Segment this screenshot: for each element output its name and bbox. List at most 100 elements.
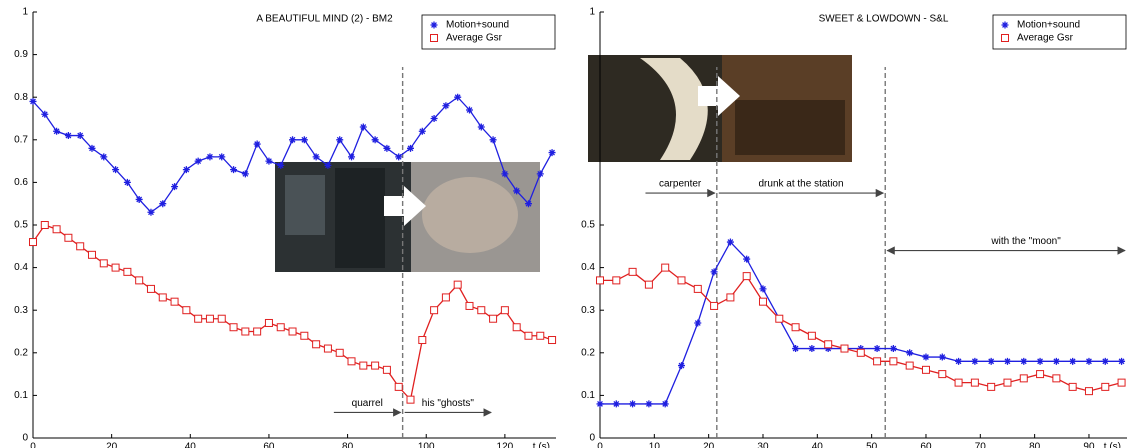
square-marker bbox=[182, 306, 191, 315]
square-marker bbox=[905, 361, 914, 370]
square-marker bbox=[1117, 378, 1126, 387]
y-tick-label: 0.7 bbox=[14, 134, 28, 145]
square-marker bbox=[628, 267, 637, 276]
star-marker bbox=[824, 345, 832, 353]
left-still-images bbox=[275, 162, 540, 272]
square-marker bbox=[1003, 378, 1012, 387]
legend-label: Motion+sound bbox=[1017, 20, 1080, 31]
square-marker bbox=[791, 323, 800, 332]
star-marker bbox=[112, 166, 120, 174]
star-marker bbox=[194, 157, 202, 165]
y-tick-label: 0.4 bbox=[581, 262, 595, 273]
star-marker bbox=[661, 400, 669, 408]
square-marker bbox=[394, 382, 403, 391]
legend-box bbox=[421, 14, 556, 50]
star-marker bbox=[300, 136, 308, 144]
annotation-label: quarrel bbox=[352, 398, 383, 409]
square-marker bbox=[1084, 387, 1093, 396]
x-tick-label: 20 bbox=[703, 442, 715, 448]
star-marker bbox=[371, 136, 379, 144]
star-marker bbox=[645, 400, 653, 408]
square-marker bbox=[335, 348, 344, 357]
star-marker bbox=[88, 144, 96, 152]
square-marker bbox=[1019, 374, 1028, 383]
y-tick-label: 0.2 bbox=[581, 347, 595, 358]
star-marker bbox=[277, 161, 285, 169]
square-marker bbox=[158, 293, 167, 302]
x-tick-label: 90 bbox=[1083, 442, 1095, 448]
x-tick-label: 20 bbox=[106, 442, 118, 448]
square-marker bbox=[406, 395, 415, 404]
star-marker bbox=[230, 166, 238, 174]
square-marker bbox=[938, 370, 947, 379]
square-marker bbox=[87, 250, 96, 259]
square-marker bbox=[276, 323, 285, 332]
star-marker bbox=[135, 195, 143, 203]
star-marker bbox=[64, 132, 72, 140]
legend-label: Average Gsr bbox=[446, 33, 503, 44]
square-marker bbox=[264, 318, 273, 327]
star-marker bbox=[159, 200, 167, 208]
x-tick-label: 10 bbox=[649, 442, 661, 448]
chart-title: A BEAUTIFUL MIND (2) - BM2 bbox=[256, 14, 393, 25]
annotation-label: drunk at the station bbox=[758, 179, 843, 190]
y-tick-label: 0.1 bbox=[581, 390, 595, 401]
y-tick-label: 0.5 bbox=[581, 220, 595, 231]
y-tick-label: 0.9 bbox=[14, 49, 28, 60]
y-tick-label: 0.6 bbox=[14, 177, 28, 188]
y-tick-label: 0 bbox=[589, 433, 595, 444]
star-marker bbox=[808, 345, 816, 353]
legend-marker bbox=[1001, 21, 1009, 29]
square-marker bbox=[300, 331, 309, 340]
square-marker bbox=[40, 221, 49, 229]
star-marker bbox=[513, 187, 521, 195]
square-marker bbox=[453, 280, 462, 289]
star-marker bbox=[677, 362, 685, 370]
star-marker bbox=[206, 153, 214, 161]
star-marker bbox=[312, 153, 320, 161]
star-marker bbox=[41, 110, 49, 118]
star-marker bbox=[1118, 357, 1126, 365]
square-marker bbox=[548, 336, 557, 345]
x-tick-label: 40 bbox=[812, 442, 824, 448]
x-tick-label: 100 bbox=[418, 442, 435, 448]
square-marker bbox=[64, 233, 73, 242]
square-marker bbox=[382, 365, 391, 374]
y-tick-label: 0.2 bbox=[14, 347, 28, 358]
square-marker bbox=[921, 365, 930, 374]
star-marker bbox=[536, 170, 544, 178]
star-marker bbox=[938, 353, 946, 361]
x-tick-label: 120 bbox=[497, 442, 514, 448]
square-marker bbox=[241, 327, 250, 336]
square-marker bbox=[873, 357, 882, 366]
star-marker bbox=[548, 149, 556, 157]
star-marker bbox=[524, 200, 532, 208]
square-marker bbox=[856, 348, 865, 357]
square-marker bbox=[52, 225, 61, 234]
star-marker bbox=[1003, 357, 1011, 365]
square-marker bbox=[840, 344, 849, 353]
star-marker bbox=[336, 136, 344, 144]
y-tick-label: 1 bbox=[22, 7, 28, 18]
x-tick-label: 50 bbox=[866, 442, 878, 448]
star-marker bbox=[53, 127, 61, 135]
x-tick-label: 60 bbox=[920, 442, 932, 448]
star-marker bbox=[857, 345, 865, 353]
legend-box bbox=[992, 14, 1127, 50]
series-line bbox=[600, 240, 1122, 405]
still-detail bbox=[735, 100, 845, 155]
y-tick-label: 0 bbox=[22, 433, 28, 444]
star-marker bbox=[629, 400, 637, 408]
x-tick-label: 0 bbox=[597, 442, 603, 448]
star-marker bbox=[971, 357, 979, 365]
square-marker bbox=[524, 331, 533, 340]
square-marker bbox=[1068, 382, 1077, 391]
square-marker bbox=[288, 327, 297, 336]
square-marker bbox=[512, 323, 521, 332]
square-marker bbox=[111, 263, 120, 272]
square-marker bbox=[29, 238, 37, 247]
square-marker bbox=[693, 284, 702, 293]
square-marker bbox=[661, 263, 670, 272]
x-tick-label: 60 bbox=[263, 442, 275, 448]
x-tick-label: 80 bbox=[342, 442, 354, 448]
